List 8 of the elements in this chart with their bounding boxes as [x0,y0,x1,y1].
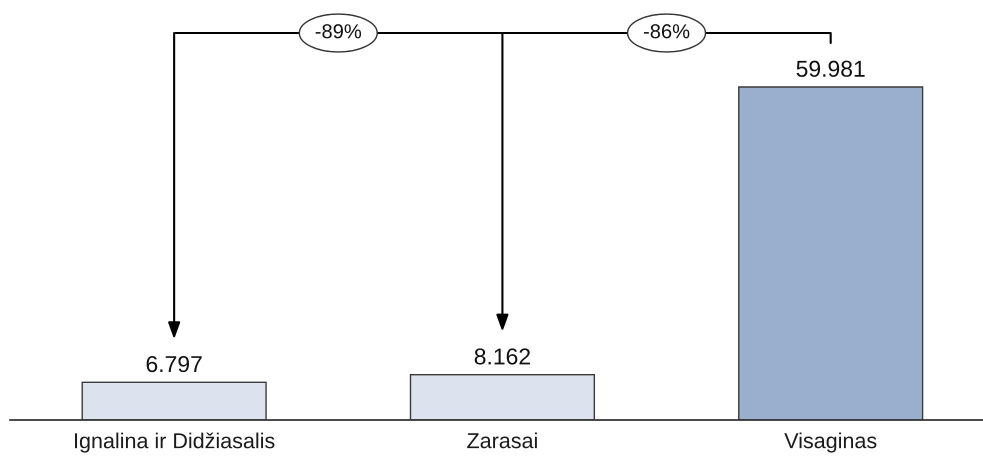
x-tick-label: Zarasai [467,432,537,448]
x-tick-label: Visaginas [784,432,876,453]
data-label: 8.162 [474,348,530,365]
data-label: 6.797 [146,356,202,372]
text: -89% [316,24,362,38]
data-label: 59.981 [796,60,865,77]
x-tick-label: Ignalina ir Didžiasalis [75,432,274,453]
text: -86% [644,24,690,38]
